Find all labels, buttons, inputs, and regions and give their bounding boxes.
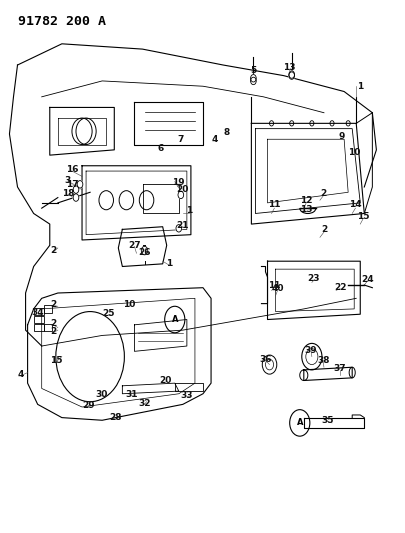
Text: 30: 30 xyxy=(95,390,107,399)
Text: 36: 36 xyxy=(259,355,271,364)
Text: 40: 40 xyxy=(271,284,283,293)
Text: 12: 12 xyxy=(299,196,311,205)
Text: 24: 24 xyxy=(360,275,373,284)
Text: 29: 29 xyxy=(81,401,94,410)
Text: 28: 28 xyxy=(109,413,122,422)
Text: 4: 4 xyxy=(211,135,217,144)
Circle shape xyxy=(177,191,183,199)
Text: 37: 37 xyxy=(333,365,345,373)
Text: 16: 16 xyxy=(66,166,78,174)
Text: 23: 23 xyxy=(307,273,320,282)
Text: 3: 3 xyxy=(65,175,71,184)
Circle shape xyxy=(288,71,294,78)
Text: 9: 9 xyxy=(338,132,344,141)
Text: A: A xyxy=(296,418,302,427)
Text: 2: 2 xyxy=(50,300,56,309)
Text: 25: 25 xyxy=(102,309,114,318)
Text: 2: 2 xyxy=(50,246,56,255)
Text: 10: 10 xyxy=(347,148,360,157)
Text: 26: 26 xyxy=(138,248,150,257)
Text: 7: 7 xyxy=(177,135,183,144)
Text: 22: 22 xyxy=(333,283,345,292)
Text: 8: 8 xyxy=(223,128,229,138)
Text: 17: 17 xyxy=(66,180,78,189)
Text: 35: 35 xyxy=(320,416,333,425)
Text: 10: 10 xyxy=(123,300,135,309)
Circle shape xyxy=(73,194,79,201)
Text: 2: 2 xyxy=(50,319,56,328)
Text: 1: 1 xyxy=(356,82,362,91)
Text: A: A xyxy=(171,315,177,324)
Text: 2: 2 xyxy=(50,327,56,336)
Text: 15: 15 xyxy=(356,212,369,221)
Text: 1: 1 xyxy=(165,260,171,268)
Text: 2: 2 xyxy=(319,189,326,198)
Text: 11: 11 xyxy=(268,280,280,289)
Text: 1: 1 xyxy=(185,206,192,215)
Text: 31: 31 xyxy=(125,390,138,399)
Circle shape xyxy=(77,181,83,188)
Text: 33: 33 xyxy=(180,391,193,400)
Text: 34: 34 xyxy=(31,308,44,317)
Text: 14: 14 xyxy=(348,200,361,209)
Circle shape xyxy=(250,75,256,82)
Text: 6: 6 xyxy=(157,144,163,154)
Text: 5: 5 xyxy=(249,66,256,75)
Text: 4: 4 xyxy=(17,369,24,378)
Circle shape xyxy=(73,186,79,193)
Text: 21: 21 xyxy=(176,221,189,230)
Text: 91782 200 A: 91782 200 A xyxy=(17,14,105,28)
Text: 20: 20 xyxy=(176,185,189,194)
Text: 32: 32 xyxy=(138,399,150,408)
Text: 2: 2 xyxy=(320,225,326,234)
Text: 11: 11 xyxy=(268,200,280,209)
Text: 20: 20 xyxy=(159,376,172,385)
Text: 18: 18 xyxy=(62,189,74,198)
Text: 15: 15 xyxy=(49,357,62,366)
Text: 13: 13 xyxy=(283,63,295,72)
Text: 19: 19 xyxy=(172,178,185,187)
Circle shape xyxy=(288,72,294,79)
Text: 13: 13 xyxy=(299,205,311,214)
Circle shape xyxy=(175,224,181,232)
Text: 39: 39 xyxy=(304,346,317,355)
Circle shape xyxy=(250,77,256,85)
Text: 38: 38 xyxy=(316,357,328,366)
Text: 27: 27 xyxy=(128,241,141,250)
